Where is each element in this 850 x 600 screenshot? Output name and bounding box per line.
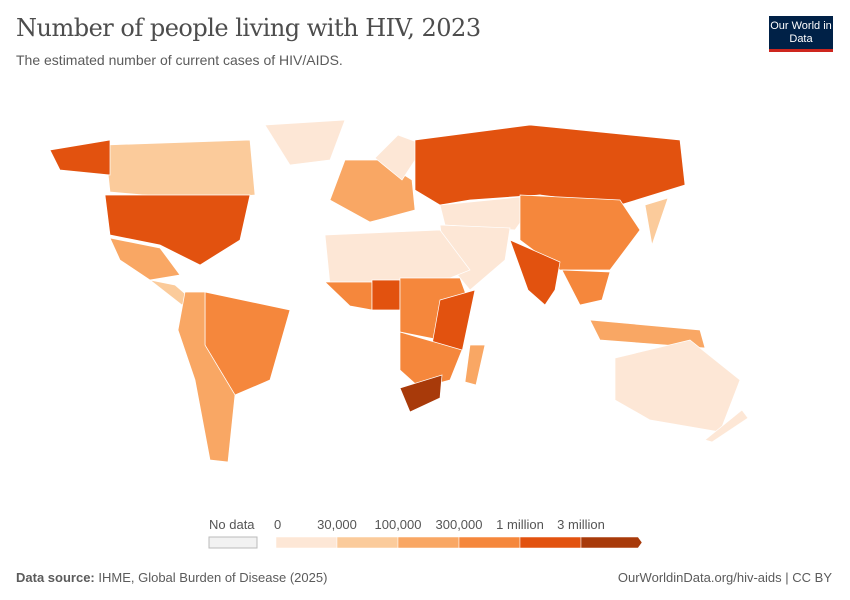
country-russia[interactable] bbox=[414, 124, 686, 206]
country-southeast-asia[interactable] bbox=[561, 269, 611, 306]
legend-bin-label: 0 bbox=[274, 517, 282, 532]
legend-bin-swatch[interactable] bbox=[275, 536, 338, 549]
legend-bin-label: 3 million bbox=[557, 517, 605, 532]
country-india[interactable] bbox=[509, 239, 561, 306]
country-mexico[interactable] bbox=[109, 237, 181, 281]
country-alaska-us-[interactable] bbox=[49, 139, 111, 176]
legend-bin-label: 100,000 bbox=[374, 517, 422, 532]
data-source: Data source: IHME, Global Burden of Dise… bbox=[16, 570, 327, 585]
source-label: Data source: bbox=[16, 570, 95, 585]
source-text: IHME, Global Burden of Disease (2025) bbox=[98, 570, 328, 585]
country-australia[interactable] bbox=[614, 339, 741, 433]
country-japan[interactable] bbox=[644, 197, 669, 246]
legend-bin-label: 1 million bbox=[496, 517, 544, 532]
country-greenland[interactable] bbox=[264, 119, 346, 166]
footer-link[interactable]: OurWorldinData.org/hiv-aids | CC BY bbox=[617, 570, 832, 585]
country-indonesia[interactable] bbox=[589, 319, 706, 349]
country-north-africa[interactable] bbox=[324, 229, 471, 286]
legend-bin-swatch[interactable] bbox=[397, 536, 460, 549]
chart-title: Number of people living with HIV, 2023 bbox=[16, 14, 481, 42]
country-nigeria[interactable] bbox=[371, 279, 401, 311]
country-new-zealand[interactable] bbox=[704, 409, 749, 443]
legend-no-data-label: No data bbox=[209, 517, 255, 532]
chart-subtitle: The estimated number of current cases of… bbox=[16, 52, 343, 68]
legend-bin-swatch[interactable] bbox=[519, 536, 582, 549]
country-west-africa[interactable] bbox=[324, 281, 373, 311]
legend-bin-label: 30,000 bbox=[317, 517, 357, 532]
legend-bin-swatch[interactable] bbox=[580, 536, 643, 549]
country-europe[interactable] bbox=[329, 159, 416, 223]
country-east-africa[interactable] bbox=[431, 289, 476, 353]
legend-bin-swatch[interactable] bbox=[458, 536, 521, 549]
legend-bin-swatch[interactable] bbox=[336, 536, 399, 549]
country-united-states[interactable] bbox=[104, 194, 251, 266]
country-rest-of-south-america[interactable] bbox=[177, 291, 236, 463]
country-china[interactable] bbox=[519, 194, 641, 271]
legend-bin-label: 300,000 bbox=[435, 517, 483, 532]
country-south-africa[interactable] bbox=[399, 374, 443, 413]
owid-logo[interactable]: Our World in Data bbox=[769, 16, 833, 52]
legend-no-data-swatch bbox=[208, 536, 258, 549]
country-madagascar[interactable] bbox=[464, 344, 486, 386]
country-central-asia[interactable] bbox=[439, 194, 541, 231]
country-canada[interactable] bbox=[104, 139, 256, 201]
